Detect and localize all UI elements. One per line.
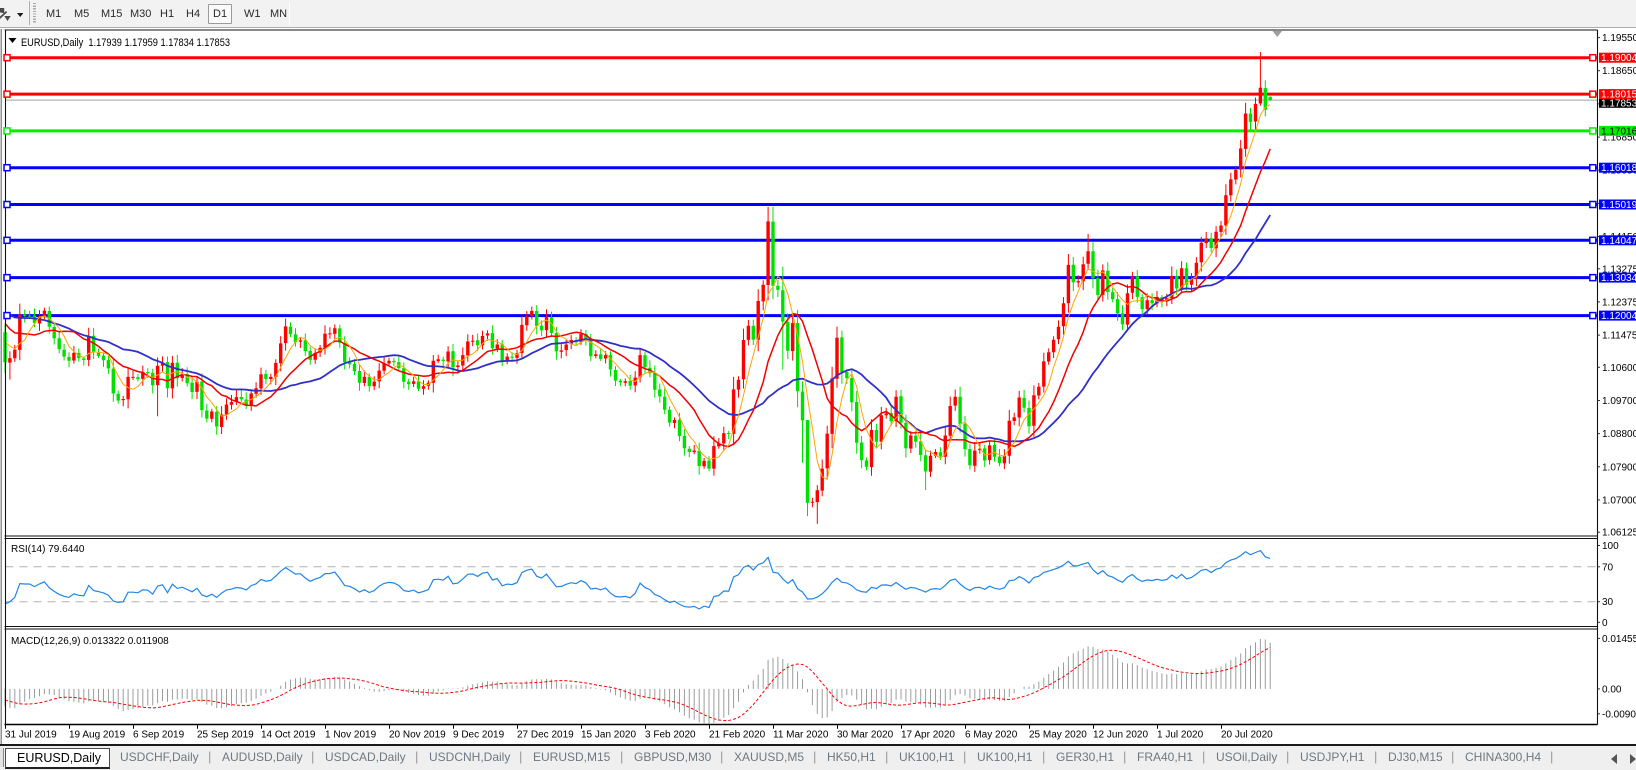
svg-text:27 Dec 2019: 27 Dec 2019 (517, 730, 574, 741)
svg-text:0.00: 0.00 (1602, 684, 1622, 695)
svg-text:31 Jul 2019: 31 Jul 2019 (5, 730, 57, 741)
svg-text:1.14047: 1.14047 (1601, 236, 1636, 247)
svg-text:30 Mar 2020: 30 Mar 2020 (837, 730, 894, 741)
svg-text:6 Sep 2019: 6 Sep 2019 (133, 730, 185, 741)
svg-text:1.09700: 1.09700 (1602, 396, 1636, 407)
svg-text:0.014556: 0.014556 (1602, 634, 1636, 645)
svg-text:RSI(14) 79.6440: RSI(14) 79.6440 (11, 544, 85, 555)
svg-text:3 Feb 2020: 3 Feb 2020 (645, 730, 696, 741)
svg-text:30: 30 (1602, 597, 1614, 608)
svg-text:1.15019: 1.15019 (1601, 200, 1636, 211)
svg-text:1.07900: 1.07900 (1602, 462, 1636, 473)
svg-text:1.13275: 1.13275 (1602, 264, 1636, 275)
svg-text:1.18015: 1.18015 (1601, 90, 1636, 101)
svg-text:1.16850: 1.16850 (1602, 133, 1636, 144)
svg-text:1.07000: 1.07000 (1602, 495, 1636, 506)
svg-text:0: 0 (1602, 618, 1608, 629)
svg-text:1.13034: 1.13034 (1601, 273, 1636, 284)
svg-text:1.18650: 1.18650 (1602, 66, 1636, 77)
svg-text:1.06125: 1.06125 (1602, 528, 1636, 539)
svg-text:20 Nov 2019: 20 Nov 2019 (389, 730, 446, 741)
svg-text:1.19550: 1.19550 (1602, 33, 1636, 44)
svg-text:1.11475: 1.11475 (1602, 331, 1636, 342)
svg-text:19 Aug 2019: 19 Aug 2019 (69, 730, 126, 741)
svg-text:1.10600: 1.10600 (1602, 363, 1636, 374)
svg-text:EURUSD,Daily 1.17939 1.17959: EURUSD,Daily 1.17939 1.17959 1.17834 1.1… (21, 37, 230, 49)
svg-text:-0.00900: -0.00900 (1602, 709, 1636, 720)
svg-text:12 Jun 2020: 12 Jun 2020 (1093, 730, 1148, 741)
svg-text:1.17853: 1.17853 (1601, 98, 1636, 109)
svg-text:1.12375: 1.12375 (1602, 297, 1636, 308)
svg-text:1.19004: 1.19004 (1601, 53, 1636, 64)
svg-text:17 Apr 2020: 17 Apr 2020 (901, 730, 955, 741)
svg-text:20 Jul 2020: 20 Jul 2020 (1221, 730, 1273, 741)
svg-text:15 Jan 2020: 15 Jan 2020 (581, 730, 636, 741)
svg-text:9 Dec 2019: 9 Dec 2019 (453, 730, 505, 741)
svg-text:1 Jul 2020: 1 Jul 2020 (1157, 730, 1204, 741)
svg-text:MACD(12,26,9) 0.013322 0.01190: MACD(12,26,9) 0.013322 0.011908 (11, 636, 169, 647)
svg-text:21 Feb 2020: 21 Feb 2020 (709, 730, 766, 741)
svg-text:11 Mar 2020: 11 Mar 2020 (773, 730, 829, 741)
svg-text:1.12004: 1.12004 (1601, 311, 1636, 322)
svg-text:6 May 2020: 6 May 2020 (965, 730, 1018, 741)
svg-text:100: 100 (1602, 541, 1619, 552)
svg-text:1.16018: 1.16018 (1601, 163, 1636, 174)
svg-text:25 May 2020: 25 May 2020 (1029, 730, 1087, 741)
svg-text:70: 70 (1602, 562, 1614, 573)
svg-text:1.17016: 1.17016 (1601, 126, 1636, 137)
svg-text:25 Sep 2019: 25 Sep 2019 (197, 730, 254, 741)
svg-text:14 Oct 2019: 14 Oct 2019 (261, 730, 316, 741)
svg-text:1 Nov 2019: 1 Nov 2019 (325, 730, 377, 741)
svg-text:1.08800: 1.08800 (1602, 429, 1636, 440)
